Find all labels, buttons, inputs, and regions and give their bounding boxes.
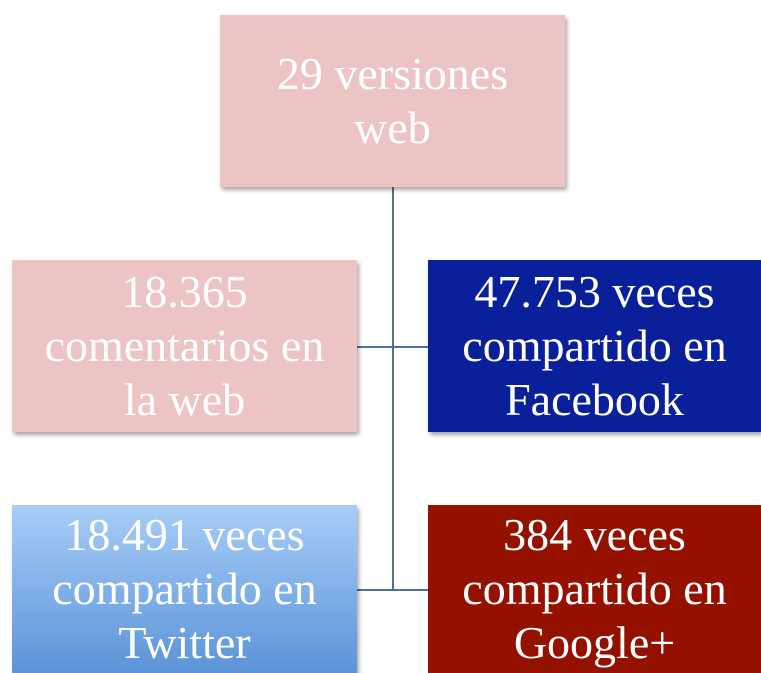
node-label: 384 veces <box>503 509 686 560</box>
node-label: compartido en <box>52 563 317 614</box>
node-label: 47.753 veces <box>474 266 715 317</box>
node-label: Twitter <box>118 617 251 668</box>
node-label: comentarios en <box>44 320 325 371</box>
node-label: la web <box>123 374 246 425</box>
node-label: compartido en <box>462 320 727 371</box>
node: 18.491 veces compartido en Twitter <box>12 505 357 673</box>
node-label: 18.491 veces <box>64 509 305 560</box>
node-label: 18.365 <box>121 266 248 317</box>
node: 384 veces compartido en Google+ <box>428 505 761 673</box>
node: 29 versiones web <box>220 15 565 187</box>
node: 18.365 comentarios en la web <box>12 260 357 432</box>
node-label: web <box>354 102 431 153</box>
node-label: Google+ <box>513 617 676 668</box>
node-label: compartido en <box>462 563 727 614</box>
node-label: Facebook <box>505 374 684 425</box>
node-label: 29 versiones <box>276 48 509 99</box>
node: 47.753 veces compartido en Facebook <box>428 260 761 432</box>
